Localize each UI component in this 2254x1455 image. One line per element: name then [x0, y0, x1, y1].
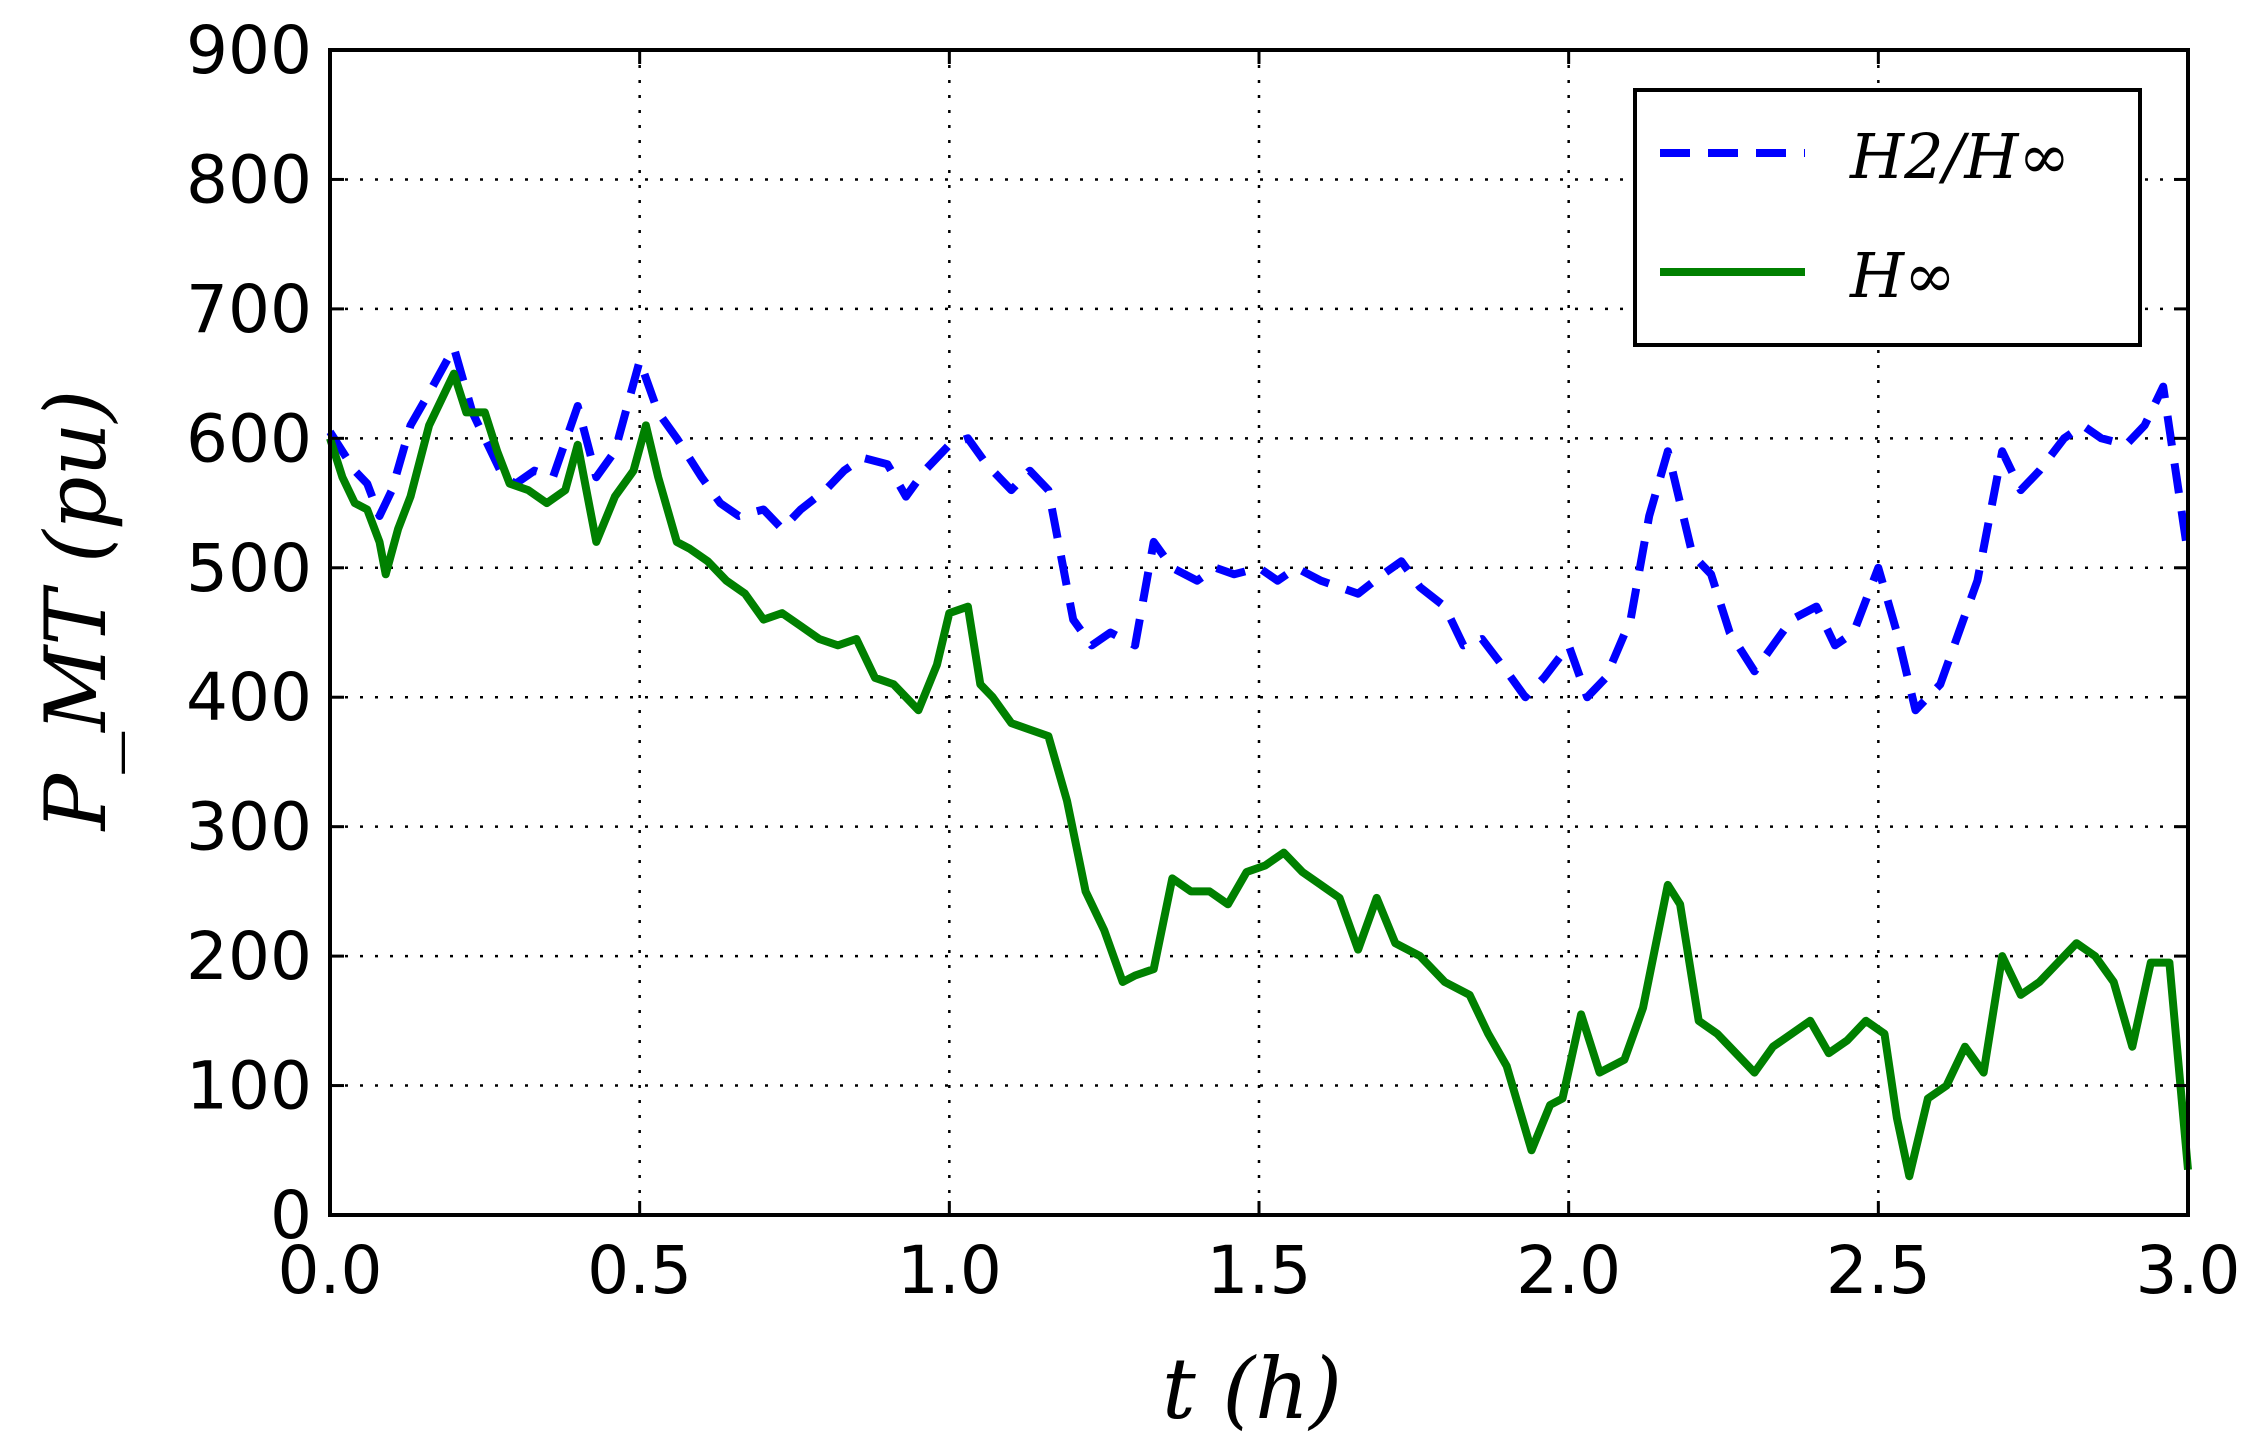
- y-tick-label: 500: [186, 530, 312, 607]
- y-tick-label: 400: [186, 659, 312, 736]
- x-tick-label: 2.5: [1826, 1232, 1931, 1309]
- y-axis-label: P_MT (pu): [27, 390, 125, 833]
- series-line-h2-hinf: [326, 343, 2192, 715]
- x-tick-label: 1.5: [1207, 1232, 1312, 1309]
- y-tick-label: 700: [186, 271, 312, 348]
- x-tick-label: 3.0: [2136, 1232, 2241, 1309]
- y-tick-label: 600: [186, 400, 312, 477]
- x-tick-label: 1.0: [897, 1232, 1002, 1309]
- legend-box: [1633, 88, 2142, 347]
- y-tick-label: 900: [186, 12, 312, 89]
- y-tick-label: 100: [186, 1048, 312, 1125]
- series-lines: [326, 343, 2192, 1181]
- y-tick-label: 0: [270, 1177, 312, 1254]
- series-line-hinf: [326, 369, 2192, 1181]
- legend: H2/H∞ H∞: [1633, 88, 2142, 347]
- x-tick-label: 0.5: [587, 1232, 692, 1309]
- y-tick-label: 300: [186, 789, 312, 866]
- x-axis-label: t (h): [1162, 1340, 1342, 1438]
- y-tick-label: 800: [186, 141, 312, 218]
- x-tick-label: 2.0: [1516, 1232, 1621, 1309]
- legend-label-hinf: H∞: [1849, 239, 1956, 312]
- y-axis-ticks: 0 100 200 300 400 500 600 700 800 900: [186, 12, 2188, 1254]
- x-axis-ticks: 0.0 0.5 1.0 1.5 2.0 2.5 3.0: [278, 50, 2241, 1309]
- y-tick-label: 200: [186, 918, 312, 995]
- x-tick-label: 0.0: [278, 1232, 383, 1309]
- legend-label-h2-hinf: H2/H∞: [1849, 120, 2070, 193]
